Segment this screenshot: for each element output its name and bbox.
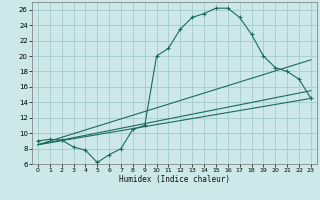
- X-axis label: Humidex (Indice chaleur): Humidex (Indice chaleur): [119, 175, 230, 184]
